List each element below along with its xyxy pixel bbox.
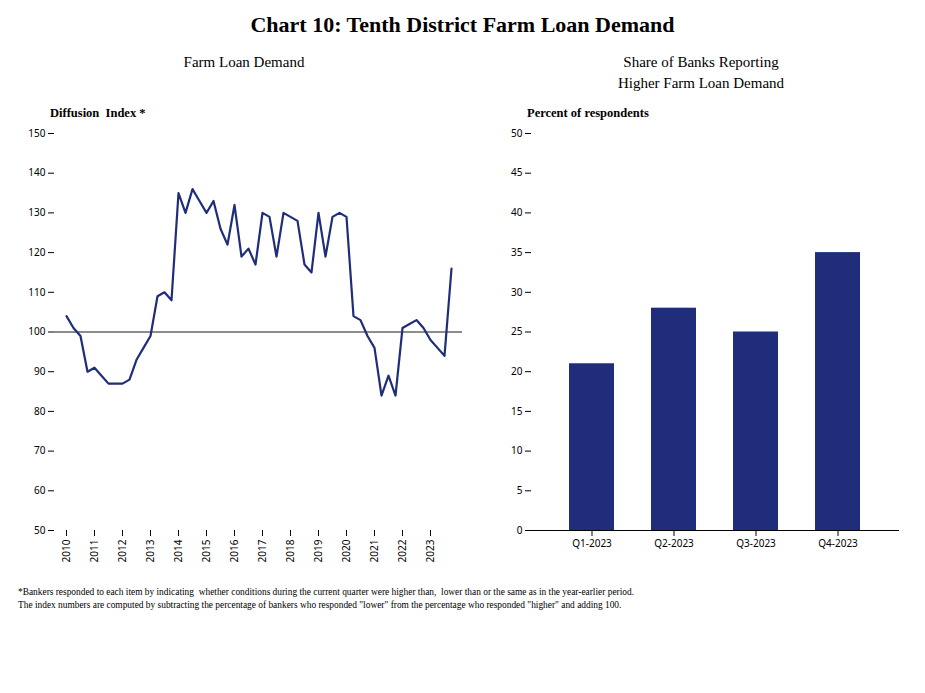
svg-text:2015: 2015 [199,539,213,562]
svg-text:2020: 2020 [339,539,353,562]
svg-text:140: 140 [28,165,45,179]
svg-text:100: 100 [28,324,45,338]
html-text:Percent of respondents: Percent of respondents [527,106,649,120]
svg-text:2012: 2012 [115,539,129,562]
svg-text:2022: 2022 [395,539,409,562]
svg-text:80: 80 [34,404,46,418]
svg-text:10: 10 [511,443,523,457]
svg-text:2011: 2011 [87,540,101,563]
svg-text:120: 120 [28,245,45,259]
svg-text:30: 30 [511,285,523,299]
svg-text:2019: 2019 [311,539,325,562]
svg-text:2021: 2021 [367,540,381,563]
svg-text:Q1-2023: Q1-2023 [572,536,612,550]
svg-text:5: 5 [517,483,523,497]
svg-text:2023: 2023 [423,539,437,562]
svg-text:20: 20 [511,364,523,378]
svg-text:2017: 2017 [255,539,269,562]
svg-text:25: 25 [511,324,523,338]
svg-text:150: 150 [28,126,45,140]
svg-text:90: 90 [34,364,46,378]
svg-text:Q2-2023: Q2-2023 [654,536,694,550]
svg-text:Q4-2023: Q4-2023 [818,536,858,550]
svg-text:15: 15 [511,404,523,418]
svg-text:2013: 2013 [143,539,157,562]
svg-text:50: 50 [34,523,46,537]
svg-text:70: 70 [34,443,46,457]
svg-text:2018: 2018 [283,539,297,562]
svg-text:130: 130 [28,205,45,219]
svg-text:0: 0 [517,523,523,537]
html-text:Farm Loan Demand: Farm Loan Demand [183,54,305,70]
html-text:Diffusion Index *: Diffusion Index * [50,106,146,120]
svg-text:2010: 2010 [59,539,73,562]
svg-text:Q3-2023: Q3-2023 [736,536,776,550]
svg-text:35: 35 [511,245,523,259]
svg-text:2016: 2016 [227,539,241,562]
html-text:*Bankers responded to each ite: *Bankers responded to each item by indic… [18,587,634,610]
html-text:Chart 10: Tenth District Farm: Chart 10: Tenth District Farm Loan Deman… [250,12,675,37]
svg-text:2014: 2014 [171,539,185,562]
svg-text:45: 45 [511,165,523,179]
svg-text:110: 110 [28,285,45,299]
svg-text:40: 40 [511,205,523,219]
svg-text:50: 50 [511,126,523,140]
html-text:Share of Banks Reporting Highe: Share of Banks Reporting Higher Farm Loa… [617,54,785,91]
svg-text:60: 60 [34,483,46,497]
